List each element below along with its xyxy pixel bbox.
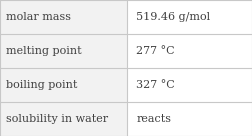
Text: boiling point: boiling point [6,80,78,90]
Text: reacts: reacts [136,114,171,124]
Text: solubility in water: solubility in water [6,114,108,124]
Text: 277 °C: 277 °C [136,46,175,56]
Bar [0,0,127,34]
Text: molar mass: molar mass [6,12,71,22]
Text: 327 °C: 327 °C [136,80,175,90]
Bar [0,34,127,68]
Text: melting point: melting point [6,46,82,56]
Bar [127,0,252,34]
Bar [127,34,252,68]
Text: 519.46 g/mol: 519.46 g/mol [136,12,210,22]
Bar [127,102,252,136]
Bar [127,68,252,102]
Bar [0,102,127,136]
Bar [0,68,127,102]
